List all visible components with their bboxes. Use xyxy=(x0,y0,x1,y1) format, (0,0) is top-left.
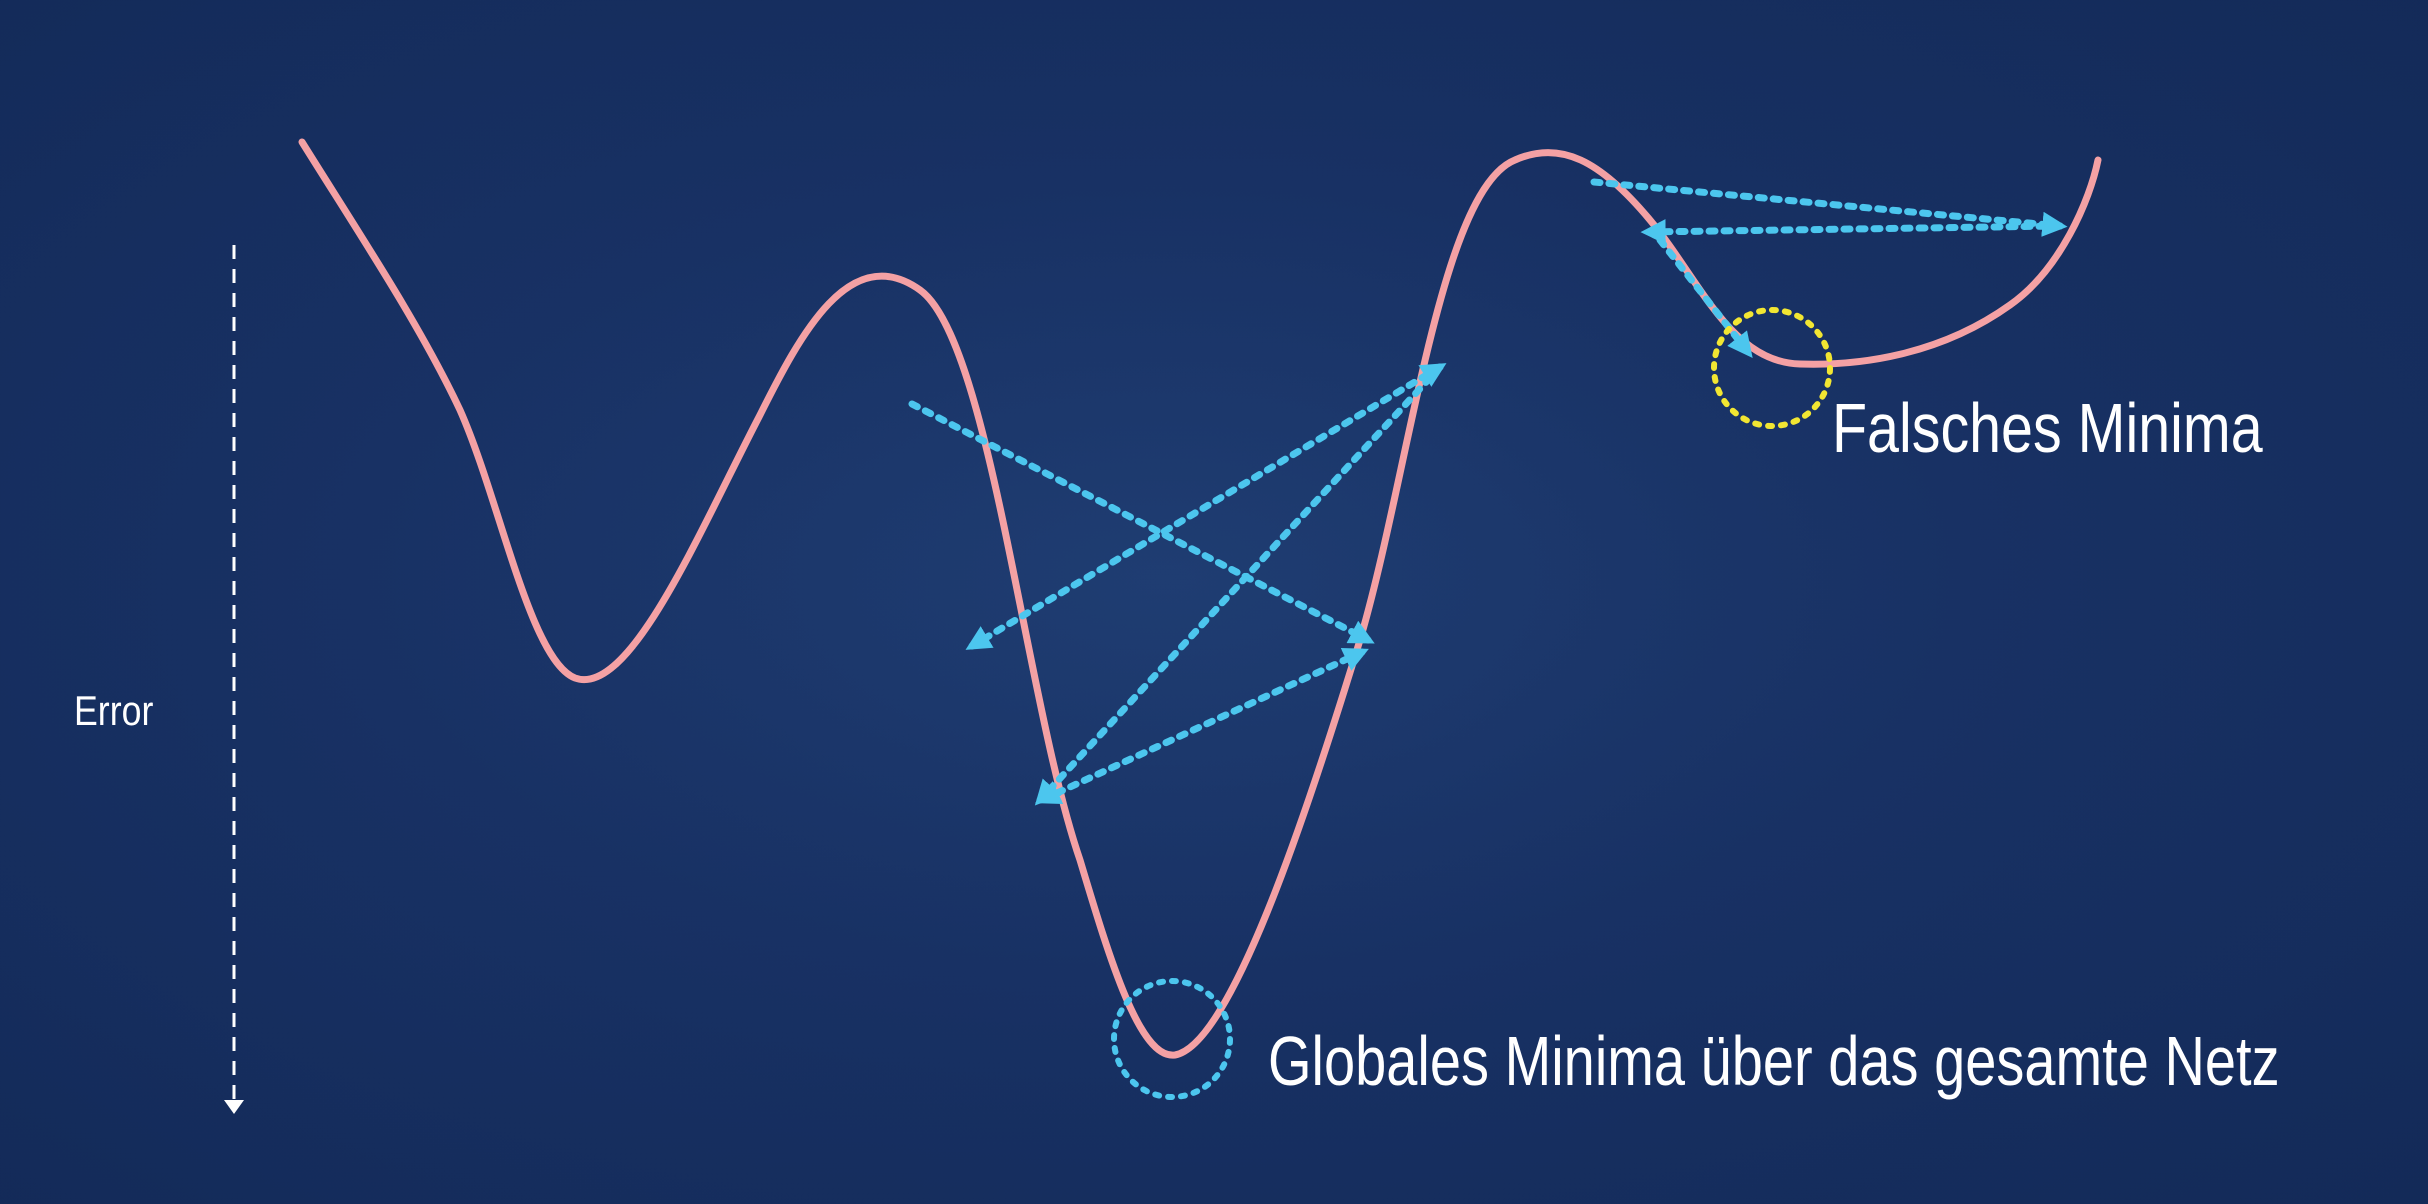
step-arrow xyxy=(965,363,1447,650)
step-arrow xyxy=(1656,236,1753,358)
descent-steps xyxy=(908,178,2068,806)
global-minimum-marker xyxy=(1111,978,1233,1100)
global-minimum-label: Globales Minima über das gesamte Netz xyxy=(1268,1022,2280,1100)
false-minimum-marker xyxy=(1711,307,1833,429)
error-axis-label: Error xyxy=(74,687,154,734)
error-curve xyxy=(298,138,2102,1059)
step-arrow xyxy=(1590,178,2068,237)
arrow-down-icon xyxy=(224,1100,244,1114)
step-arrow xyxy=(1640,219,2064,245)
step-arrow xyxy=(1034,363,1444,806)
false-minimum-label: Falsches Minima xyxy=(1832,389,2263,467)
step-arrow xyxy=(1035,647,1369,805)
